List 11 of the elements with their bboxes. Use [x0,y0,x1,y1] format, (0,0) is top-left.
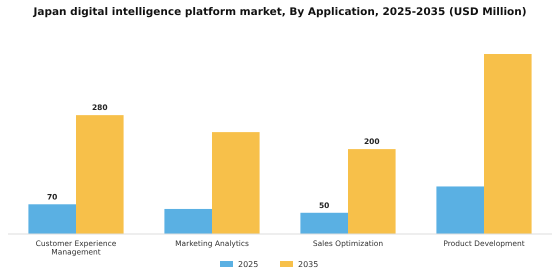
bar [212,132,260,234]
bar [484,54,532,234]
chart-title: Japan digital intelligence platform market, By Application, 2025-2035 (USD Million) [32,6,527,18]
bar [164,208,212,234]
legend-label: 2025 [238,260,258,269]
bar [348,149,396,234]
bar [76,115,124,234]
bar [300,212,348,234]
bar [436,186,484,234]
bar [28,204,76,234]
legend-label: 2035 [298,260,318,269]
